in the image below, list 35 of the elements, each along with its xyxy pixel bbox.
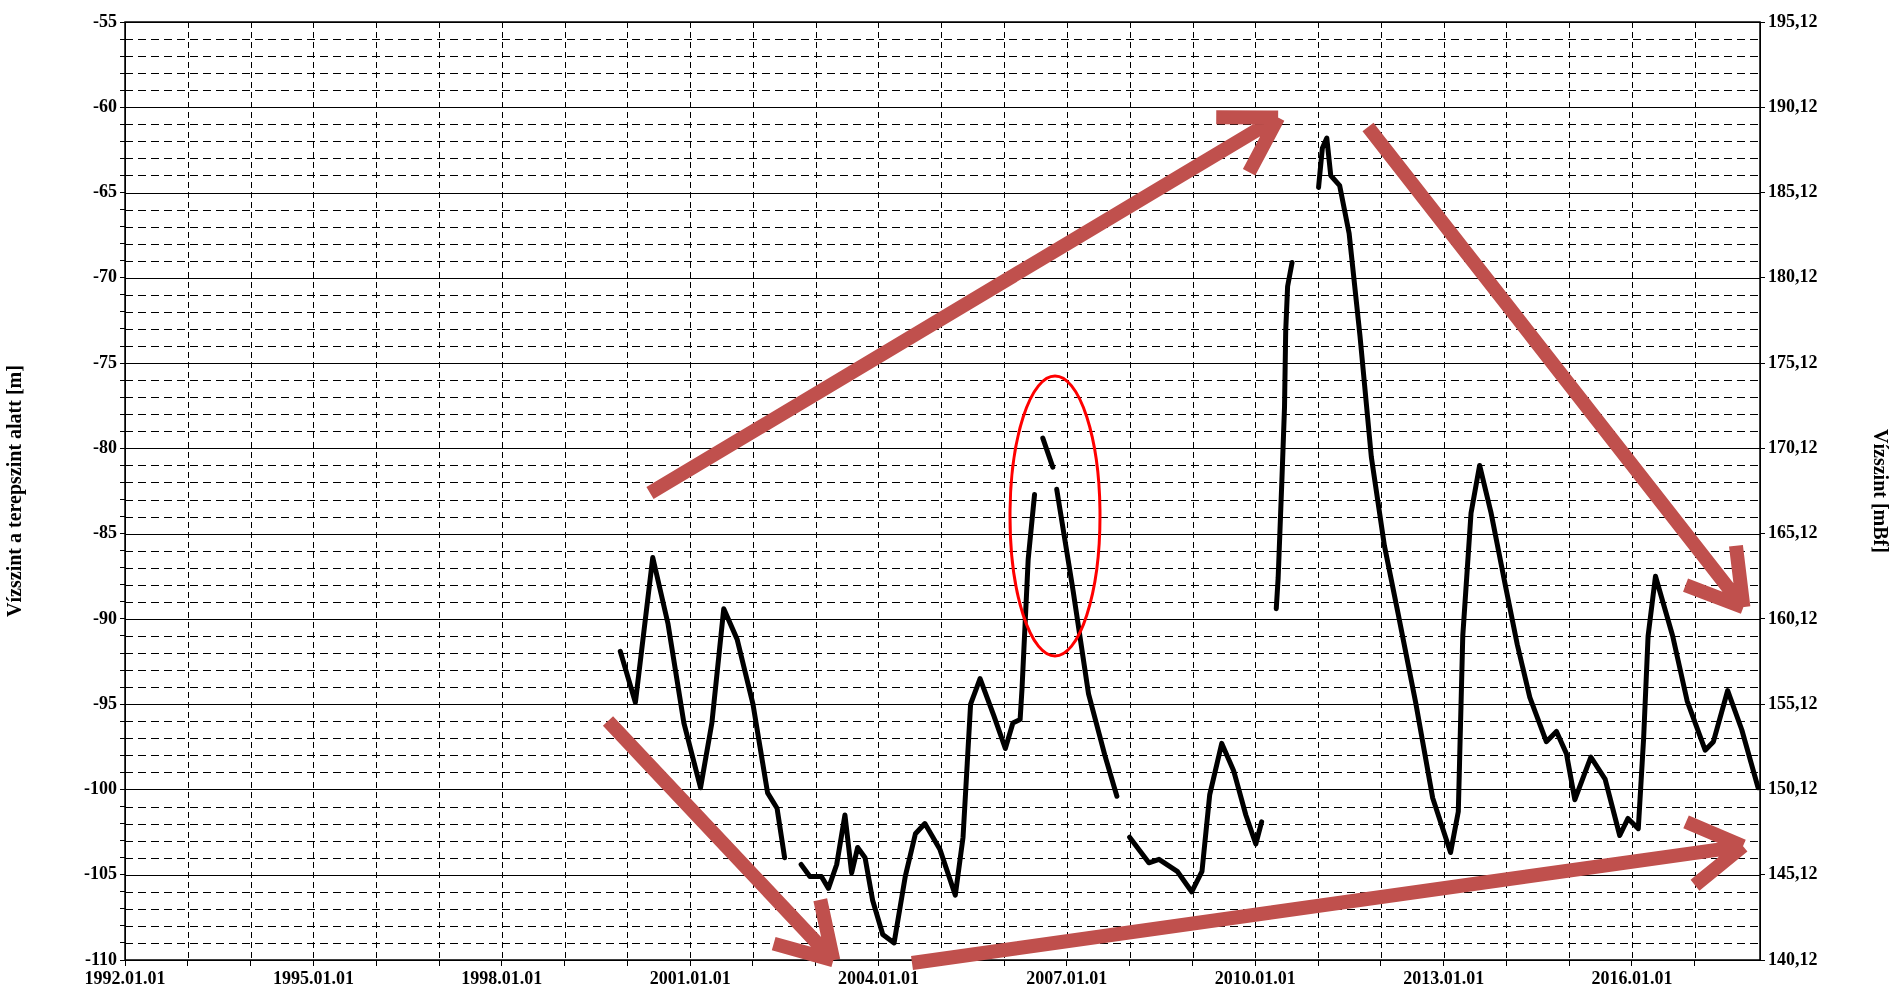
y2-tick-label: 175,12 (1768, 351, 1818, 372)
y2-tick-label: 140,12 (1768, 948, 1818, 969)
x-tick-label: 2013.01.01 (1403, 968, 1485, 989)
y-tick-label: -60 (93, 95, 117, 116)
y-tick-label: -55 (93, 10, 117, 31)
y2-axis-title: Vízszint [mBf] (1869, 429, 1892, 553)
y2-tick-label: 160,12 (1768, 607, 1818, 628)
x-tick-label: 2001.01.01 (649, 968, 731, 989)
y-tick-label: -105 (84, 863, 117, 884)
y-tick-label: -75 (93, 351, 117, 372)
y-tick-label: -85 (93, 522, 117, 543)
y2-tick-label: 195,12 (1768, 10, 1818, 31)
y2-tick-label: 185,12 (1768, 181, 1818, 202)
y-tick-label: -65 (93, 181, 117, 202)
y2-tick-label: 180,12 (1768, 266, 1818, 287)
y-tick-label: -110 (84, 948, 117, 969)
y-tick-label: -90 (93, 607, 117, 628)
x-tick-label: 1998.01.01 (461, 968, 543, 989)
x-tick-label: 2007.01.01 (1026, 968, 1108, 989)
y-tick-label: -70 (93, 266, 117, 287)
y2-tick-label: 190,12 (1768, 95, 1818, 116)
x-tick-label: 1992.01.01 (84, 968, 166, 989)
x-tick-label: 1995.01.01 (272, 968, 354, 989)
y2-tick-label: 150,12 (1768, 778, 1818, 799)
y-tick-label: -80 (93, 437, 117, 458)
y-axis-title: Vízszint a terepszint alatt [m] (3, 365, 27, 617)
y2-tick-label: 155,12 (1768, 692, 1818, 713)
y2-tick-label: 165,12 (1768, 522, 1818, 543)
y-tick-label: -100 (84, 778, 117, 799)
x-tick-label: 2010.01.01 (1214, 968, 1296, 989)
x-tick-label: 2016.01.01 (1591, 968, 1673, 989)
y2-tick-label: 145,12 (1768, 863, 1818, 884)
y-tick-label: -95 (93, 692, 117, 713)
x-tick-label: 2004.01.01 (837, 968, 919, 989)
y2-tick-label: 170,12 (1768, 437, 1818, 458)
